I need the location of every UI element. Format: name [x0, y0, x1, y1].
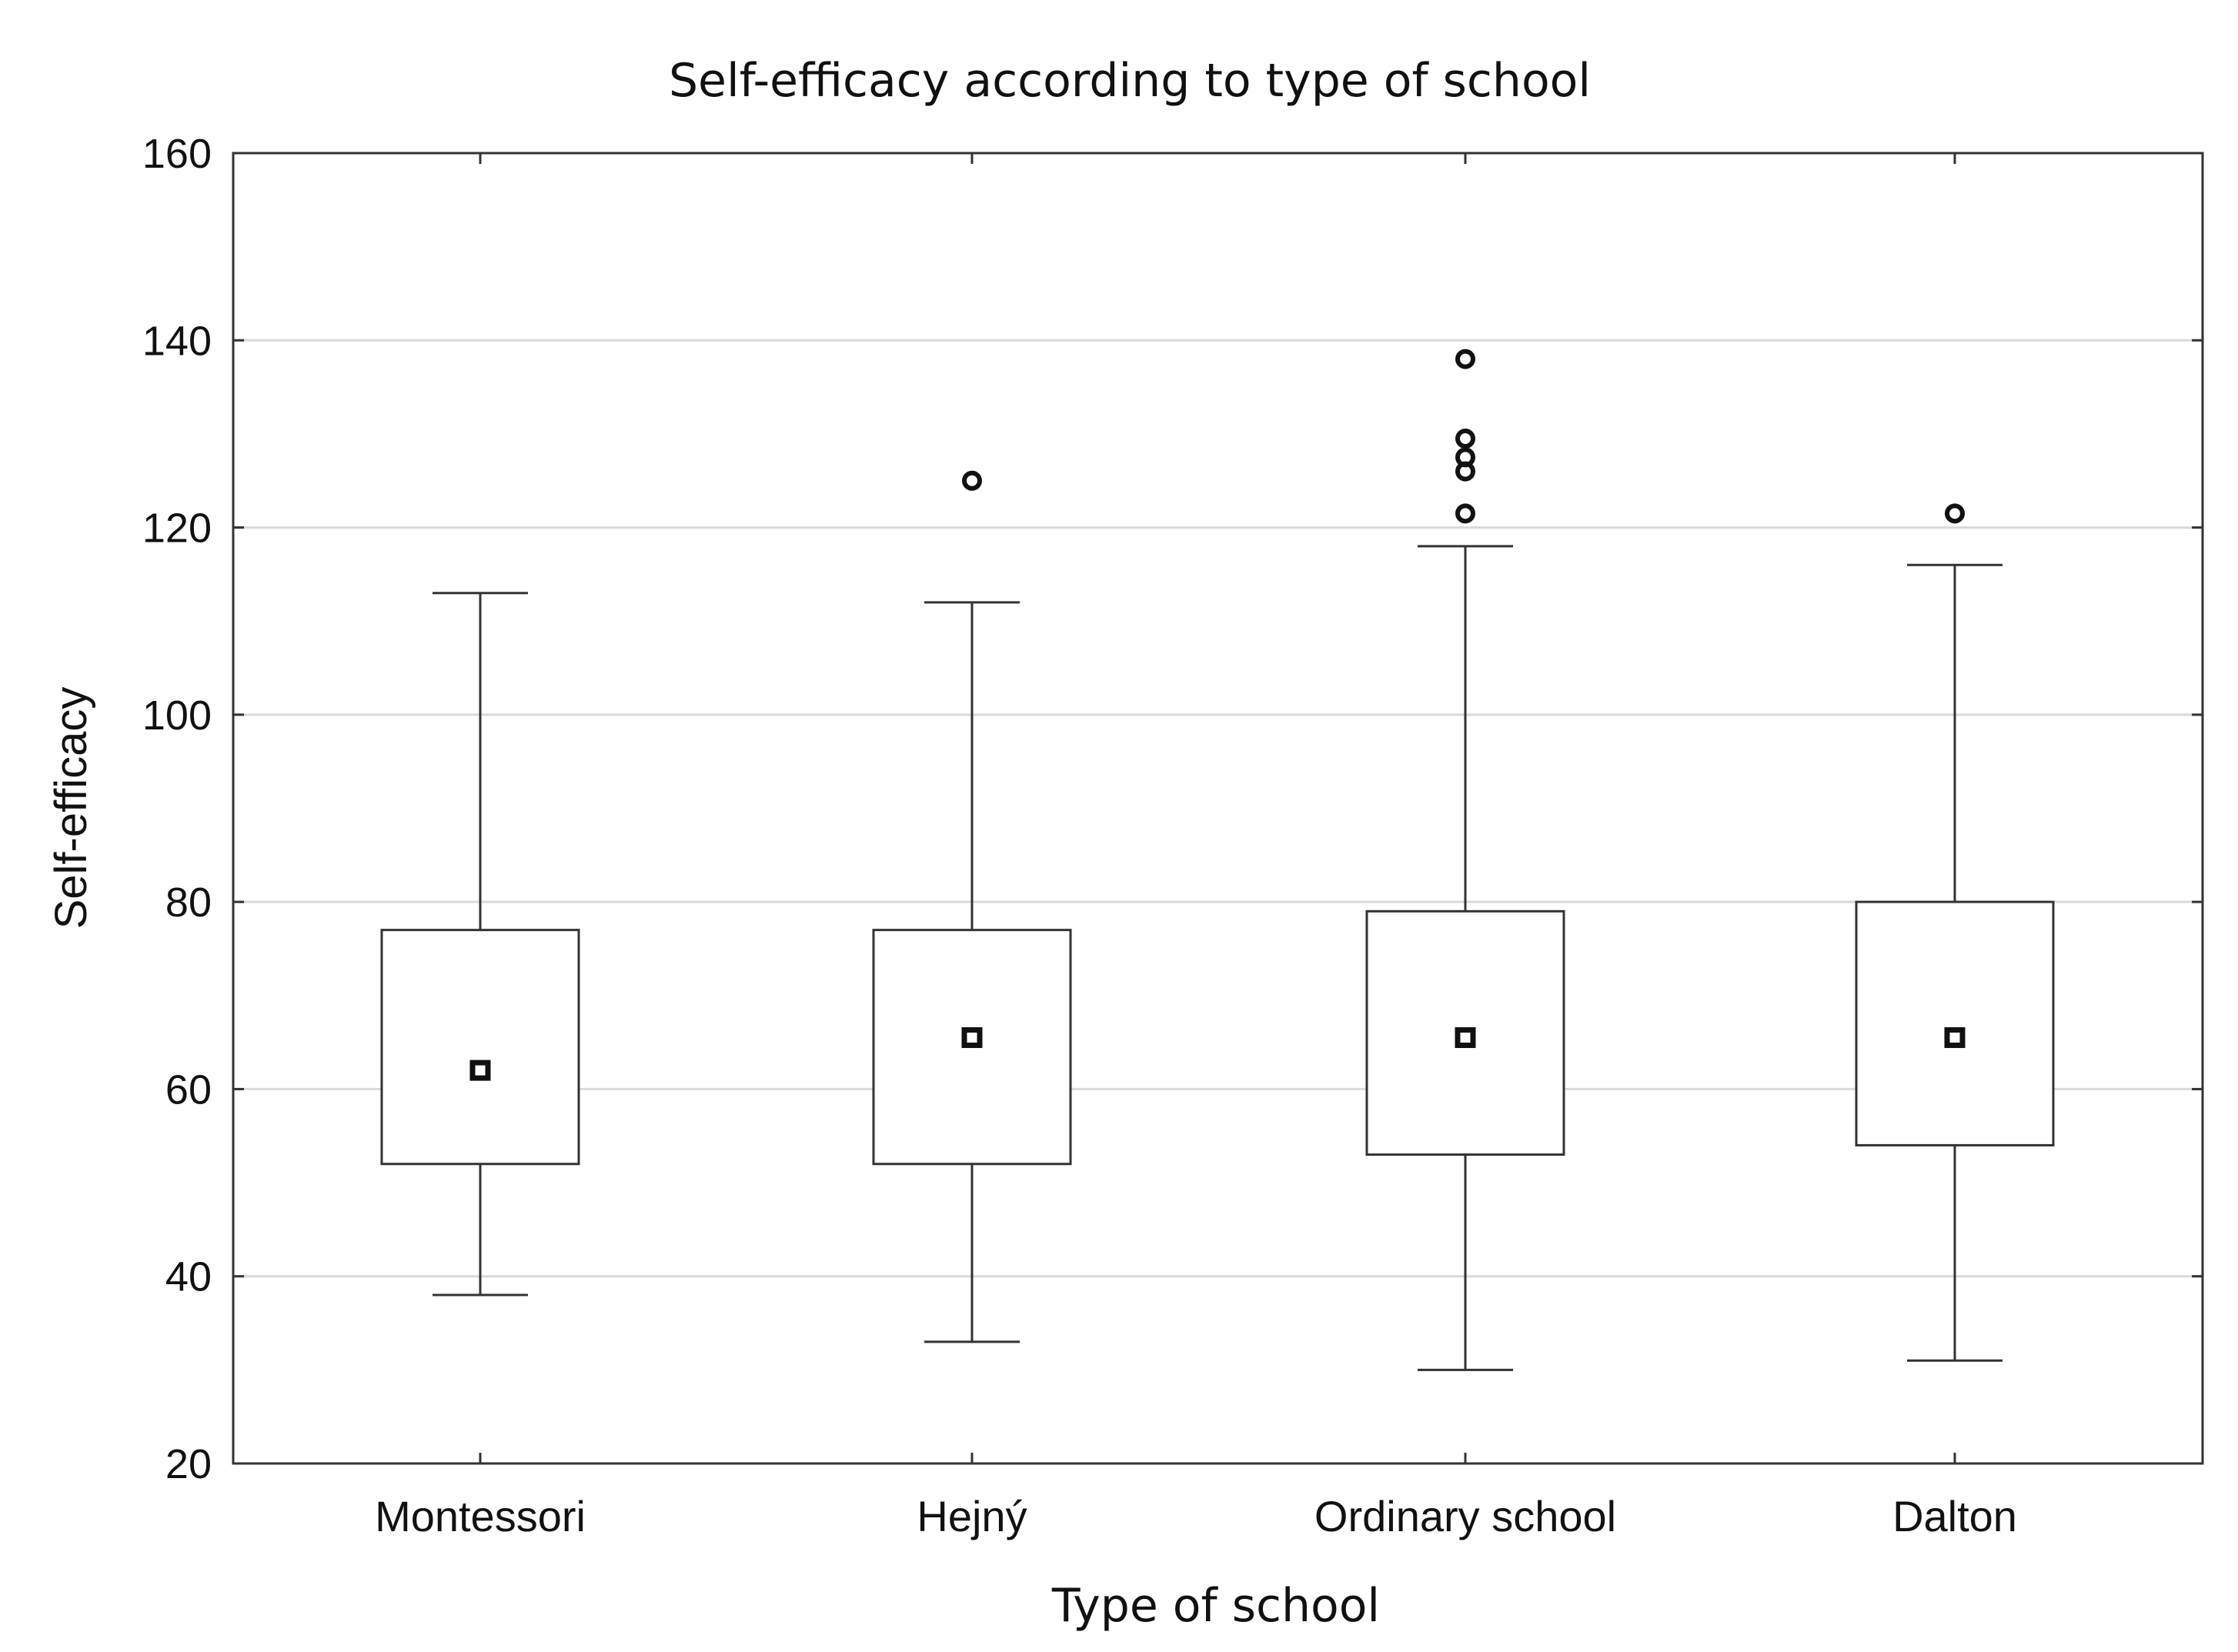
tick-labels: 20 40 60 80 100 120 140 160 Montessori Hejný Ordin… [142, 131, 2017, 1540]
x-category-label: Montessori [375, 1492, 586, 1540]
median-marker [1455, 1027, 1476, 1049]
x-axis-title: Type of school [1051, 1579, 1380, 1633]
chart-title: Self-efficacy according to type of schoo… [669, 54, 1591, 108]
y-axis-title: Self-efficacy [46, 687, 96, 929]
y-tick-label: 20 [165, 1441, 212, 1487]
y-tick-label: 120 [142, 506, 212, 552]
x-category-label: Ordinary school [1314, 1492, 1616, 1540]
iqr-box [380, 929, 580, 1166]
y-tick-label: 140 [142, 318, 212, 364]
outlier-point [1945, 503, 1965, 524]
outlier-point [1455, 503, 1475, 524]
y-tick-label: 160 [142, 131, 212, 177]
outlier-point [962, 470, 982, 491]
plot-frame [232, 152, 2204, 1465]
axis-ticks [233, 152, 2203, 1465]
median-marker [469, 1060, 491, 1081]
y-tick-label: 40 [165, 1254, 212, 1300]
x-category-label: Dalton [1892, 1492, 2017, 1540]
box-group-2 [1365, 349, 1565, 1371]
outlier-point [1455, 429, 1475, 449]
x-category-label: Hejný [917, 1492, 1027, 1540]
box-series [380, 349, 2055, 1371]
box-group-3 [1855, 503, 2055, 1362]
y-tick-label: 80 [165, 879, 212, 926]
iqr-box [1855, 900, 2055, 1146]
y-tick-label: 100 [142, 693, 212, 739]
box-group-0 [380, 592, 580, 1297]
box-group-1 [872, 470, 1072, 1343]
median-marker [961, 1027, 983, 1049]
y-tick-label: 60 [165, 1066, 212, 1113]
outlier-point [1455, 349, 1475, 369]
outlier-point [1455, 447, 1475, 468]
median-marker [1944, 1027, 1966, 1049]
iqr-box [1365, 909, 1565, 1156]
